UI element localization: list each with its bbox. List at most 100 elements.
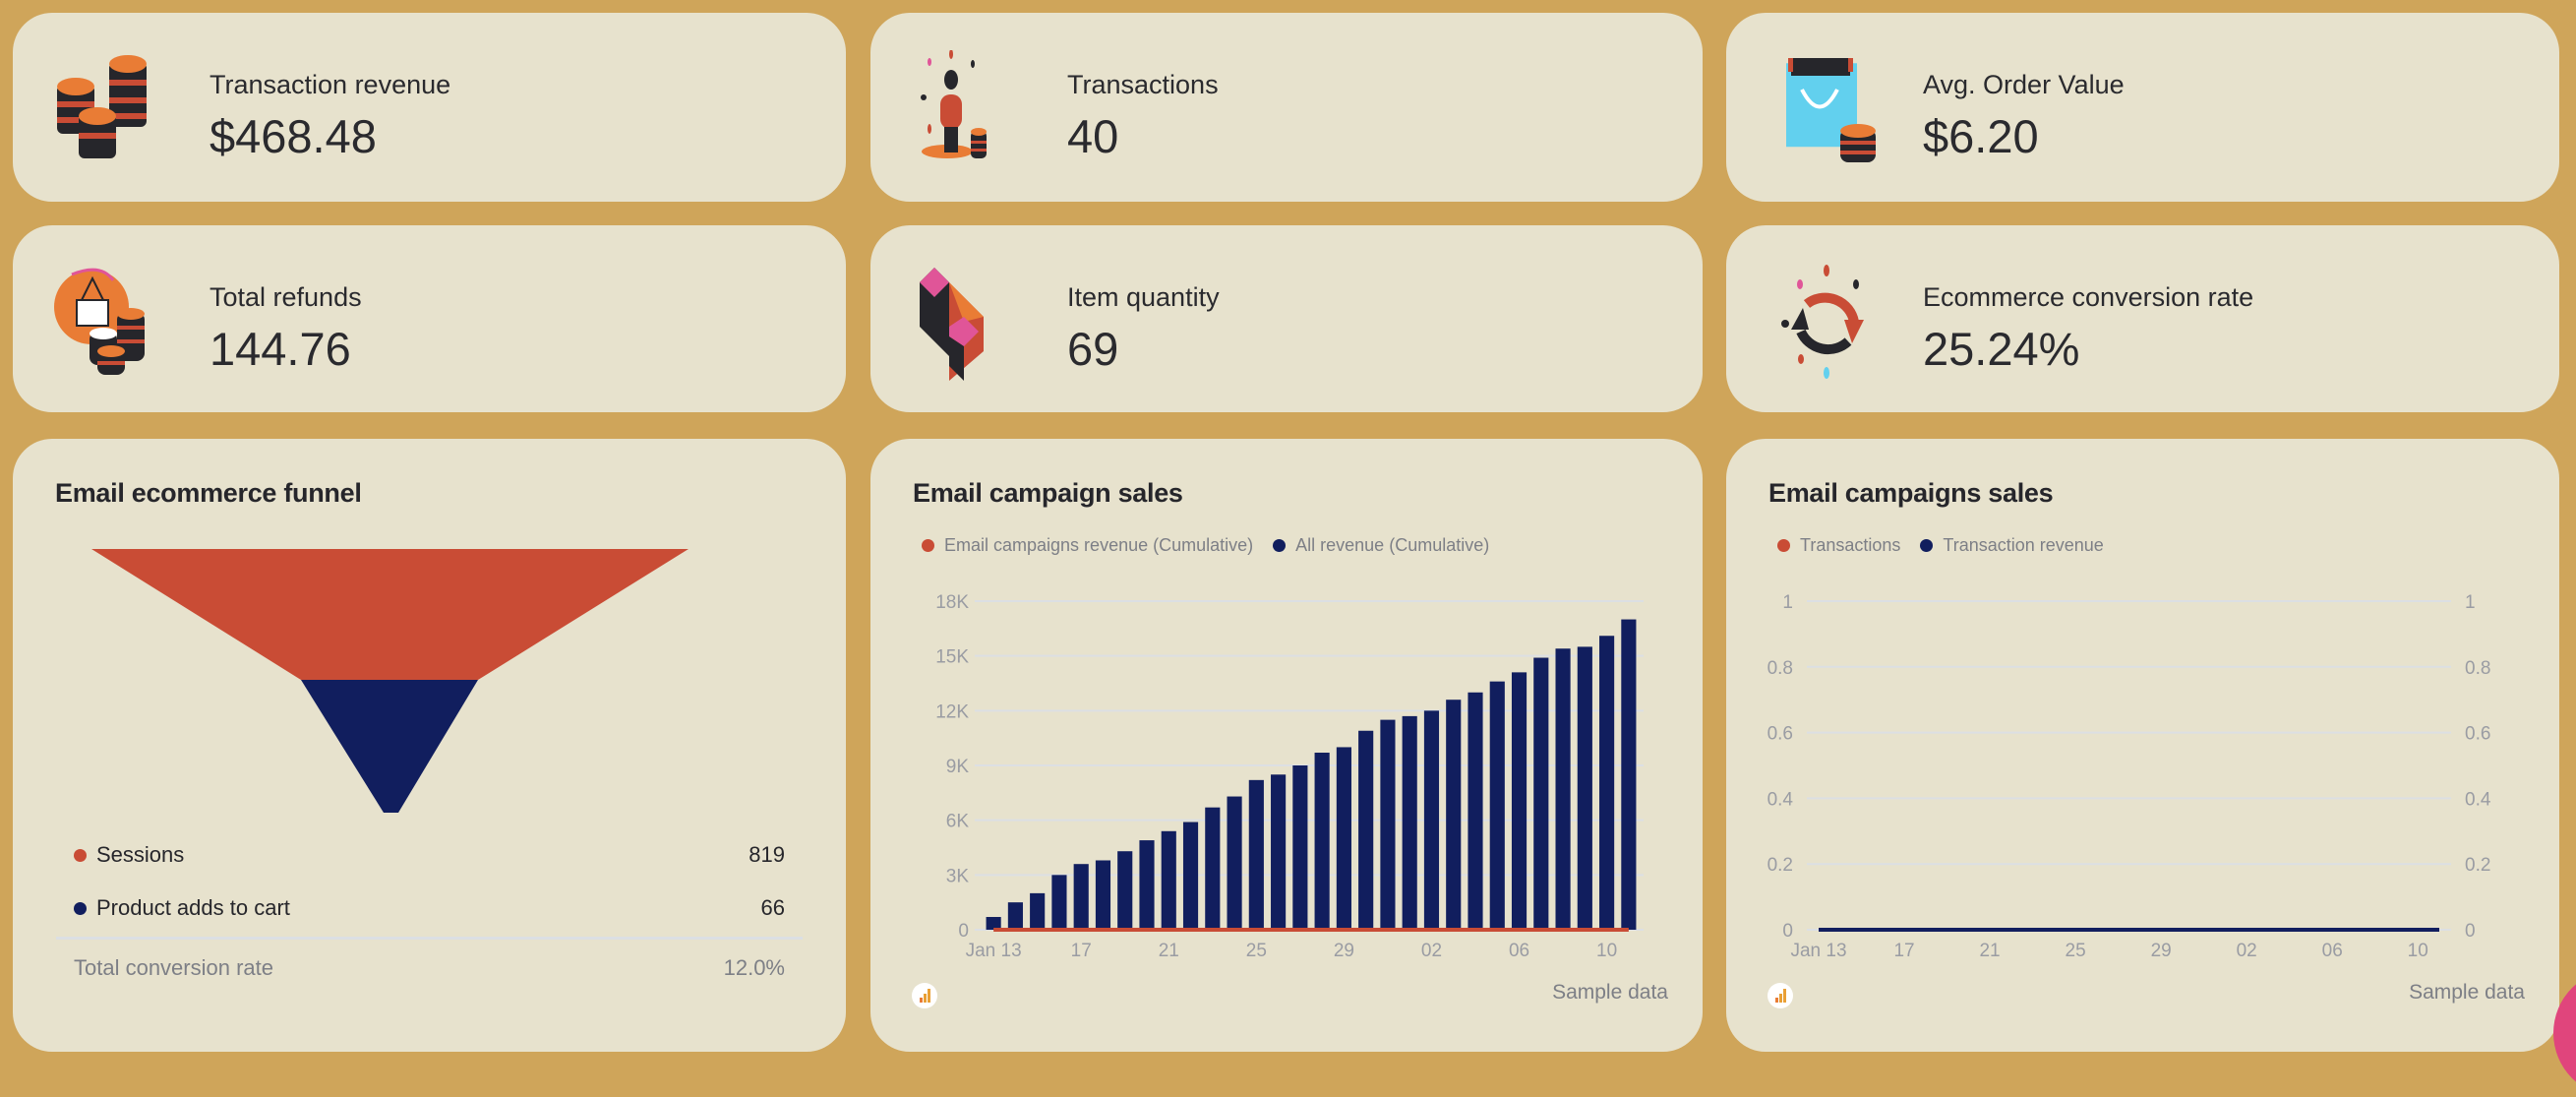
bar-chart: 0 3K 6K 9K 12K 15K 18K Jan 13 17 21 25 29 02 06 10 xyxy=(935,592,1644,961)
y-tick-label: 0 xyxy=(958,921,969,942)
y-tick-label: 3K xyxy=(946,866,970,886)
funnel-legend-row: Sessions 819 xyxy=(74,842,785,868)
kpi-value: 40 xyxy=(1067,110,1119,162)
total-label: Total conversion rate xyxy=(74,955,273,980)
y2-tick-label: 0.6 xyxy=(2465,724,2490,745)
legend-dot xyxy=(922,539,934,552)
y-tick-label: 0.2 xyxy=(1767,855,1793,876)
legend-dot xyxy=(74,848,87,862)
bar xyxy=(1468,692,1483,930)
stage-value: 819 xyxy=(749,842,785,867)
kpi-value: 69 xyxy=(1067,323,1119,375)
y2-tick-label: 1 xyxy=(2465,592,2476,613)
legend-label: Email campaigns revenue (Cumulative) xyxy=(944,535,1254,555)
y2-tick-label: 0 xyxy=(2465,921,2476,942)
refresh-cycle-icon xyxy=(1781,265,1864,379)
kpi-value: 144.76 xyxy=(210,323,351,375)
kpi-label: Avg. Order Value xyxy=(1923,70,2125,99)
y2-tick-label: 0.2 xyxy=(2465,855,2490,876)
legend-dot xyxy=(74,901,87,915)
kpi-label: Transaction revenue xyxy=(210,70,451,99)
x-tick-label: 10 xyxy=(1596,941,1617,961)
stage-value: 66 xyxy=(760,895,785,920)
x-tick-label: Jan 13 xyxy=(966,941,1022,961)
y-tick-label: 0.4 xyxy=(1767,789,1794,810)
shopping-bag-icon xyxy=(1786,58,1876,162)
bar xyxy=(1621,619,1637,930)
divider xyxy=(56,937,803,940)
bar xyxy=(1117,851,1133,930)
kpi-value: 25.24% xyxy=(1923,323,2080,375)
total-value: 12.0% xyxy=(723,955,785,980)
y-tick-label: 18K xyxy=(935,592,969,613)
kpi-card-transaction-revenue[interactable]: Transaction revenue $468.48 xyxy=(13,13,846,202)
kpi-card-total-refunds[interactable]: Total refunds 144.76 xyxy=(13,225,846,412)
person-with-coins-icon xyxy=(921,50,987,158)
x-tick-label: 25 xyxy=(1246,941,1267,961)
bar xyxy=(1205,807,1221,930)
basket-refund-icon xyxy=(54,268,145,375)
kpi-label: Item quantity xyxy=(1067,282,1220,312)
kpi-card-conversion-rate[interactable]: Ecommerce conversion rate 25.24% xyxy=(1726,225,2559,412)
bar xyxy=(1051,875,1067,930)
y-tick-label: 0.6 xyxy=(1767,724,1793,745)
x-tick-label: 06 xyxy=(1509,941,1529,961)
x-tick-label: 02 xyxy=(1421,941,1442,961)
funnel-segment-sessions[interactable] xyxy=(91,549,689,680)
line-chart: 0 0 0.2 0.2 0.4 0.4 0.6 0.6 0.8 0.8 1 1 Jan 13 17 21 25… xyxy=(1767,592,2491,961)
funnel-segment-adds-to-cart[interactable] xyxy=(301,680,478,813)
bar xyxy=(1446,700,1462,930)
bar xyxy=(1292,765,1308,930)
x-tick-label: 25 xyxy=(2066,941,2086,961)
sample-data-label: Sample data xyxy=(1552,981,1668,1004)
bar xyxy=(1336,747,1351,930)
chart-legend: Transactions Transaction revenue xyxy=(1777,535,2104,556)
x-tick-label: 10 xyxy=(2408,941,2428,961)
legend-dot xyxy=(1920,539,1934,552)
bar xyxy=(1095,860,1111,930)
y-tick-label: 1 xyxy=(1782,592,1793,613)
bar xyxy=(1533,657,1549,930)
y2-tick-label: 0.8 xyxy=(2465,658,2490,679)
legend-label: Transaction revenue xyxy=(1943,535,2104,555)
kpi-value: $6.20 xyxy=(1923,110,2039,162)
legend-item[interactable]: All revenue (Cumulative) xyxy=(1273,535,1489,556)
kpi-label: Ecommerce conversion rate xyxy=(1923,282,2254,312)
bar xyxy=(986,917,1001,930)
y-tick-label: 0 xyxy=(1782,921,1793,942)
legend-item[interactable]: Transactions xyxy=(1777,535,1900,556)
bar xyxy=(1314,753,1330,930)
bar xyxy=(1599,636,1615,930)
chart-title: Email campaign sales xyxy=(913,478,1183,508)
kpi-card-transactions[interactable]: Transactions 40 xyxy=(870,13,1703,202)
email-campaigns-sales-card: Email campaigns sales Transactions Trans… xyxy=(1726,439,2559,1052)
x-tick-label: 17 xyxy=(1893,941,1914,961)
funnel-card: Email ecommerce funnel Sessions 819 Prod… xyxy=(13,439,846,1052)
legend-dot xyxy=(1777,539,1790,552)
legend-item[interactable]: Email campaigns revenue (Cumulative) xyxy=(922,535,1253,556)
funnel-legend-row: Product adds to cart 66 xyxy=(74,895,785,921)
y-tick-label: 0.8 xyxy=(1767,658,1793,679)
bar xyxy=(1139,840,1155,930)
bar xyxy=(1511,672,1528,930)
legend-label: Transactions xyxy=(1800,535,1901,555)
bar xyxy=(1248,779,1264,930)
x-tick-label: 17 xyxy=(1071,941,1092,961)
bar xyxy=(1489,681,1505,930)
kpi-card-avg-order-value[interactable]: Avg. Order Value $6.20 xyxy=(1726,13,2559,202)
funnel-title: Email ecommerce funnel xyxy=(55,478,362,508)
bar xyxy=(1423,710,1440,930)
stage-label: Product adds to cart xyxy=(96,895,290,920)
bar xyxy=(1227,796,1242,930)
x-tick-label: 29 xyxy=(2151,941,2172,961)
legend-item[interactable]: Transaction revenue xyxy=(1920,535,2104,556)
kpi-card-item-quantity[interactable]: Item quantity 69 xyxy=(870,225,1703,412)
legend-label: All revenue (Cumulative) xyxy=(1295,535,1490,555)
x-tick-label: 29 xyxy=(1334,941,1354,961)
x-tick-label: Jan 13 xyxy=(1790,941,1846,961)
chart-legend: Email campaigns revenue (Cumulative) All… xyxy=(922,535,1489,556)
chart-title: Email campaigns sales xyxy=(1768,478,2054,508)
x-tick-label: 21 xyxy=(1979,941,2000,961)
sample-data-label: Sample data xyxy=(2409,981,2525,1004)
email-campaign-sales-card: Email campaign sales Email campaigns rev… xyxy=(870,439,1703,1052)
